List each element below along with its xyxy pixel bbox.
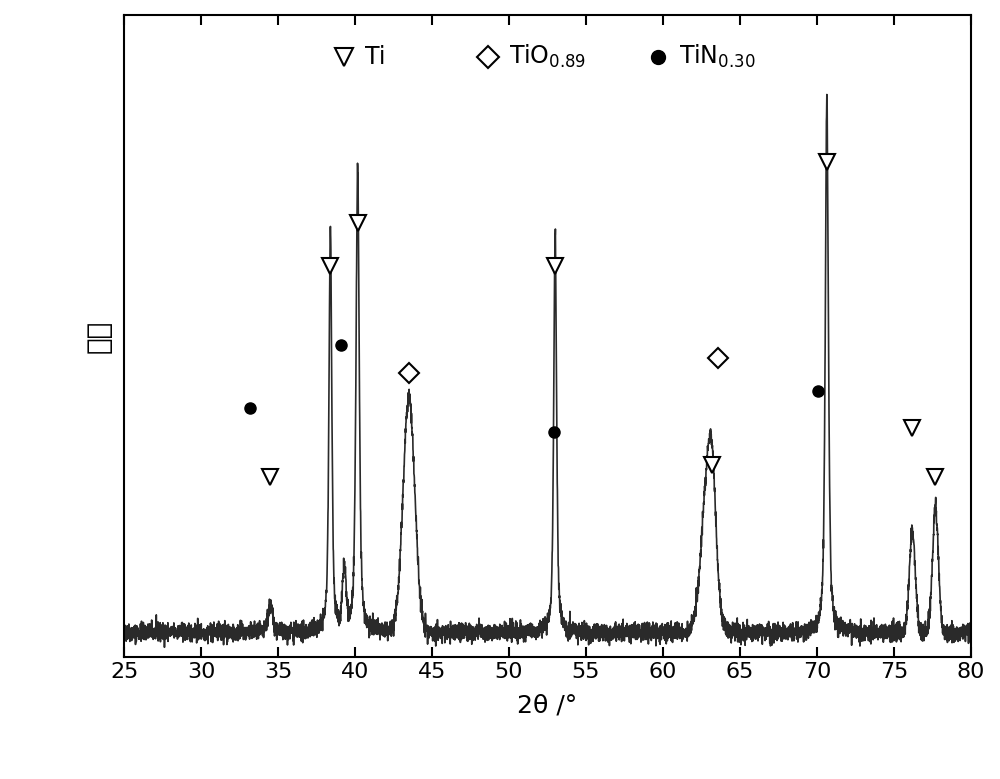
Text: TiO$_{0.89}$: TiO$_{0.89}$: [509, 43, 586, 70]
Text: Ti: Ti: [365, 44, 386, 69]
Text: TiN$_{0.30}$: TiN$_{0.30}$: [679, 43, 755, 70]
X-axis label: 2θ /°: 2θ /°: [517, 693, 578, 717]
Y-axis label: 强度: 强度: [85, 319, 113, 353]
